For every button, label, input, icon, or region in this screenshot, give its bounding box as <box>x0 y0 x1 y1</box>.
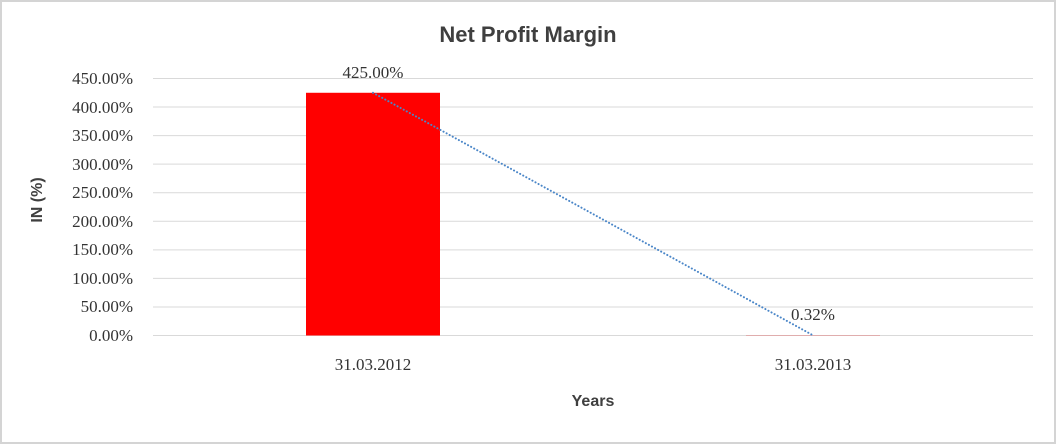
y-axis-tick-label: 300.00% <box>72 154 133 174</box>
x-axis-title: Years <box>571 393 615 410</box>
y-axis-tick-label: 450.00% <box>72 69 133 88</box>
y-axis-tick-label: 400.00% <box>72 97 133 117</box>
data-label: 425.00% <box>342 62 404 82</box>
y-axis-tick-label: 100.00% <box>72 268 133 288</box>
trendline <box>372 91 814 337</box>
bar-31.03.2012 <box>306 92 440 336</box>
y-axis-tick-label: 150.00% <box>72 240 133 260</box>
y-axis-tick-label: 50.00% <box>80 297 133 317</box>
x-axis-category-label: 31.03.2013 <box>774 355 852 374</box>
y-axis-tick-label: 250.00% <box>72 183 133 203</box>
y-axis-tick-label: 200.00% <box>72 211 133 231</box>
y-axis-tick-label: 350.00% <box>72 126 133 146</box>
chart-title: Net Profit Margin <box>439 22 617 47</box>
x-axis-category-label: 31.03.2012 <box>334 355 412 374</box>
data-label: 0.32% <box>791 305 835 325</box>
y-axis-tick-label: 0.00% <box>89 326 133 345</box>
